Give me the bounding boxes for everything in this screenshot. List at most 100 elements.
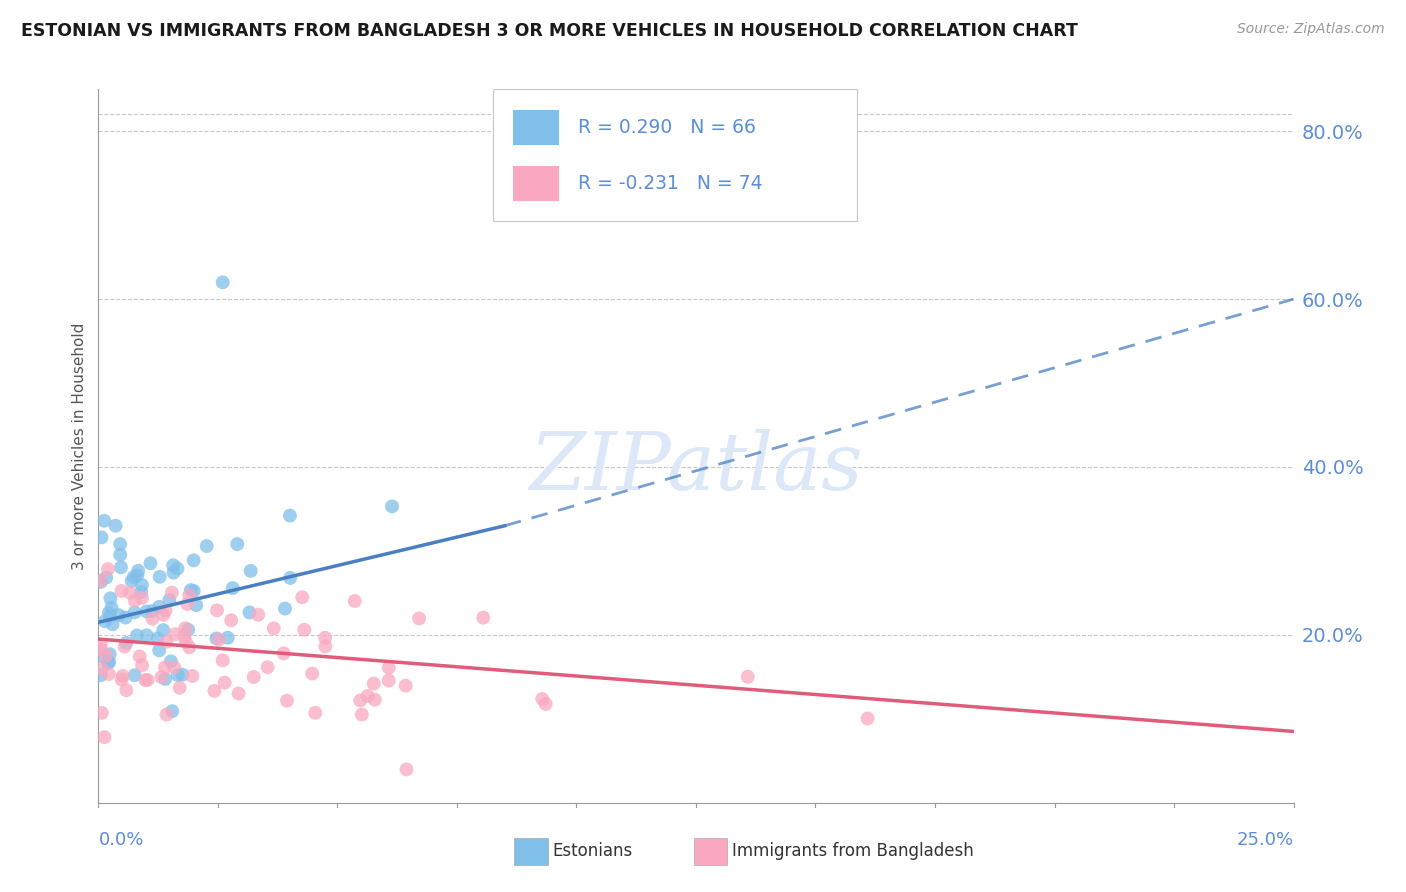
Point: [97, 562, 120, 576]
Point: [90, 530, 112, 544]
Text: 25.0%: 25.0%: [1236, 831, 1294, 849]
Point: [263, 621, 285, 635]
Point: [153, 672, 176, 686]
Point: [472, 610, 495, 624]
Point: [217, 631, 239, 645]
Point: [127, 568, 149, 582]
Point: [408, 611, 430, 625]
Point: [205, 632, 228, 646]
Point: [122, 570, 145, 584]
Point: [204, 684, 226, 698]
Point: [183, 584, 205, 599]
Point: [108, 537, 131, 551]
Point: [90, 648, 112, 663]
Point: [111, 673, 134, 687]
Point: [160, 654, 183, 668]
Point: [141, 604, 163, 618]
Point: [97, 656, 120, 670]
Text: R = 0.290   N = 66: R = 0.290 N = 66: [578, 119, 755, 137]
Point: [93, 514, 115, 528]
Point: [139, 556, 162, 570]
Point: [534, 697, 557, 711]
Point: [98, 655, 121, 669]
Point: [169, 681, 191, 695]
Text: Immigrants from Bangladesh: Immigrants from Bangladesh: [733, 842, 973, 860]
Point: [124, 668, 146, 682]
Point: [292, 623, 315, 637]
Point: [156, 634, 179, 648]
Point: [314, 631, 336, 645]
Point: [148, 643, 170, 657]
Point: [219, 613, 242, 627]
Bar: [513, 111, 558, 145]
Point: [350, 707, 373, 722]
Point: [165, 627, 187, 641]
Point: [115, 636, 138, 650]
Point: [127, 564, 149, 578]
Point: [314, 640, 336, 654]
Point: [214, 675, 236, 690]
Point: [104, 518, 127, 533]
Point: [115, 683, 138, 698]
Point: [90, 638, 112, 652]
Point: [94, 648, 117, 663]
Point: [856, 711, 879, 725]
Point: [149, 570, 172, 584]
Point: [131, 591, 153, 605]
Point: [276, 694, 298, 708]
Point: [228, 687, 250, 701]
Point: [160, 585, 183, 599]
Point: [98, 591, 121, 606]
FancyBboxPatch shape: [494, 89, 858, 221]
Point: [291, 591, 314, 605]
Point: [121, 574, 143, 588]
Point: [101, 617, 124, 632]
Point: [256, 660, 278, 674]
Text: ESTONIAN VS IMMIGRANTS FROM BANGLADESH 3 OR MORE VEHICLES IN HOUSEHOLD CORRELATI: ESTONIAN VS IMMIGRANTS FROM BANGLADESH 3…: [21, 22, 1078, 40]
Point: [90, 574, 112, 588]
Point: [152, 623, 174, 637]
Point: [278, 508, 301, 523]
Point: [163, 660, 186, 674]
Point: [98, 647, 121, 661]
Point: [107, 608, 129, 623]
Point: [166, 561, 188, 575]
Point: [208, 632, 231, 647]
Point: [155, 603, 177, 617]
Point: [737, 670, 759, 684]
Point: [183, 553, 205, 567]
Point: [179, 640, 201, 655]
Point: [273, 646, 295, 660]
Point: [97, 606, 120, 620]
Point: [531, 692, 554, 706]
Point: [94, 570, 117, 584]
Point: [381, 500, 404, 514]
Point: [114, 640, 136, 654]
Point: [90, 706, 112, 720]
Point: [162, 558, 184, 573]
Point: [160, 704, 183, 718]
Point: [90, 668, 112, 682]
Point: [177, 623, 200, 637]
Point: [343, 594, 366, 608]
Point: [166, 668, 188, 682]
Point: [395, 679, 418, 693]
Bar: [693, 838, 727, 865]
Y-axis label: 3 or more Vehicles in Household: 3 or more Vehicles in Household: [72, 322, 87, 570]
Point: [134, 673, 156, 687]
Point: [180, 583, 202, 598]
Text: 0.0%: 0.0%: [98, 831, 143, 849]
Point: [93, 730, 115, 744]
Point: [173, 629, 195, 643]
Point: [94, 614, 117, 628]
Point: [155, 707, 177, 722]
Point: [247, 607, 270, 622]
Point: [131, 578, 153, 592]
Point: [110, 548, 132, 562]
Text: Estonians: Estonians: [553, 842, 633, 860]
Point: [221, 581, 243, 595]
Point: [364, 692, 387, 706]
Point: [239, 564, 262, 578]
Point: [90, 642, 112, 657]
Point: [129, 585, 152, 599]
